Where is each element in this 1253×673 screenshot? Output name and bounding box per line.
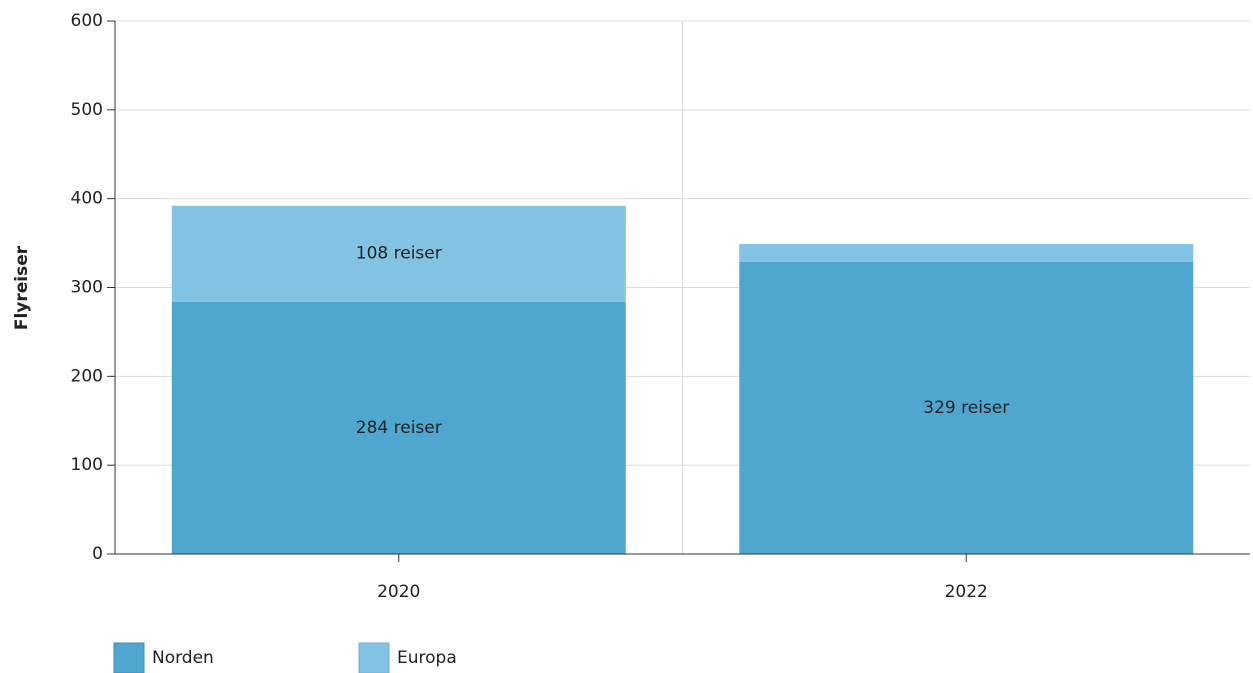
legend-label: Europa <box>397 648 457 668</box>
y-tick-label: 0 <box>92 544 103 564</box>
legend-swatch <box>358 642 390 673</box>
y-tick-label: 400 <box>71 189 103 209</box>
bar-segment <box>171 301 626 554</box>
x-tick-label: 2020 <box>377 582 420 602</box>
y-tick-label: 100 <box>71 455 103 475</box>
x-tick-label: 2022 <box>945 582 988 602</box>
data-label: 284 reiser <box>356 418 442 438</box>
bar-segment <box>739 243 1194 262</box>
bar-segment <box>171 205 626 302</box>
data-label: 108 reiser <box>356 244 442 264</box>
legend-label: Norden <box>152 648 214 668</box>
y-tick-label: 300 <box>71 278 103 298</box>
y-tick-label: 200 <box>71 366 103 386</box>
y-tick-label: 500 <box>71 100 103 120</box>
y-axis-label: Flyreiser <box>12 245 32 330</box>
data-label: 329 reiser <box>923 398 1009 418</box>
legend-swatch <box>113 642 145 673</box>
bar-segment <box>739 261 1194 554</box>
y-tick-label: 600 <box>71 11 103 31</box>
